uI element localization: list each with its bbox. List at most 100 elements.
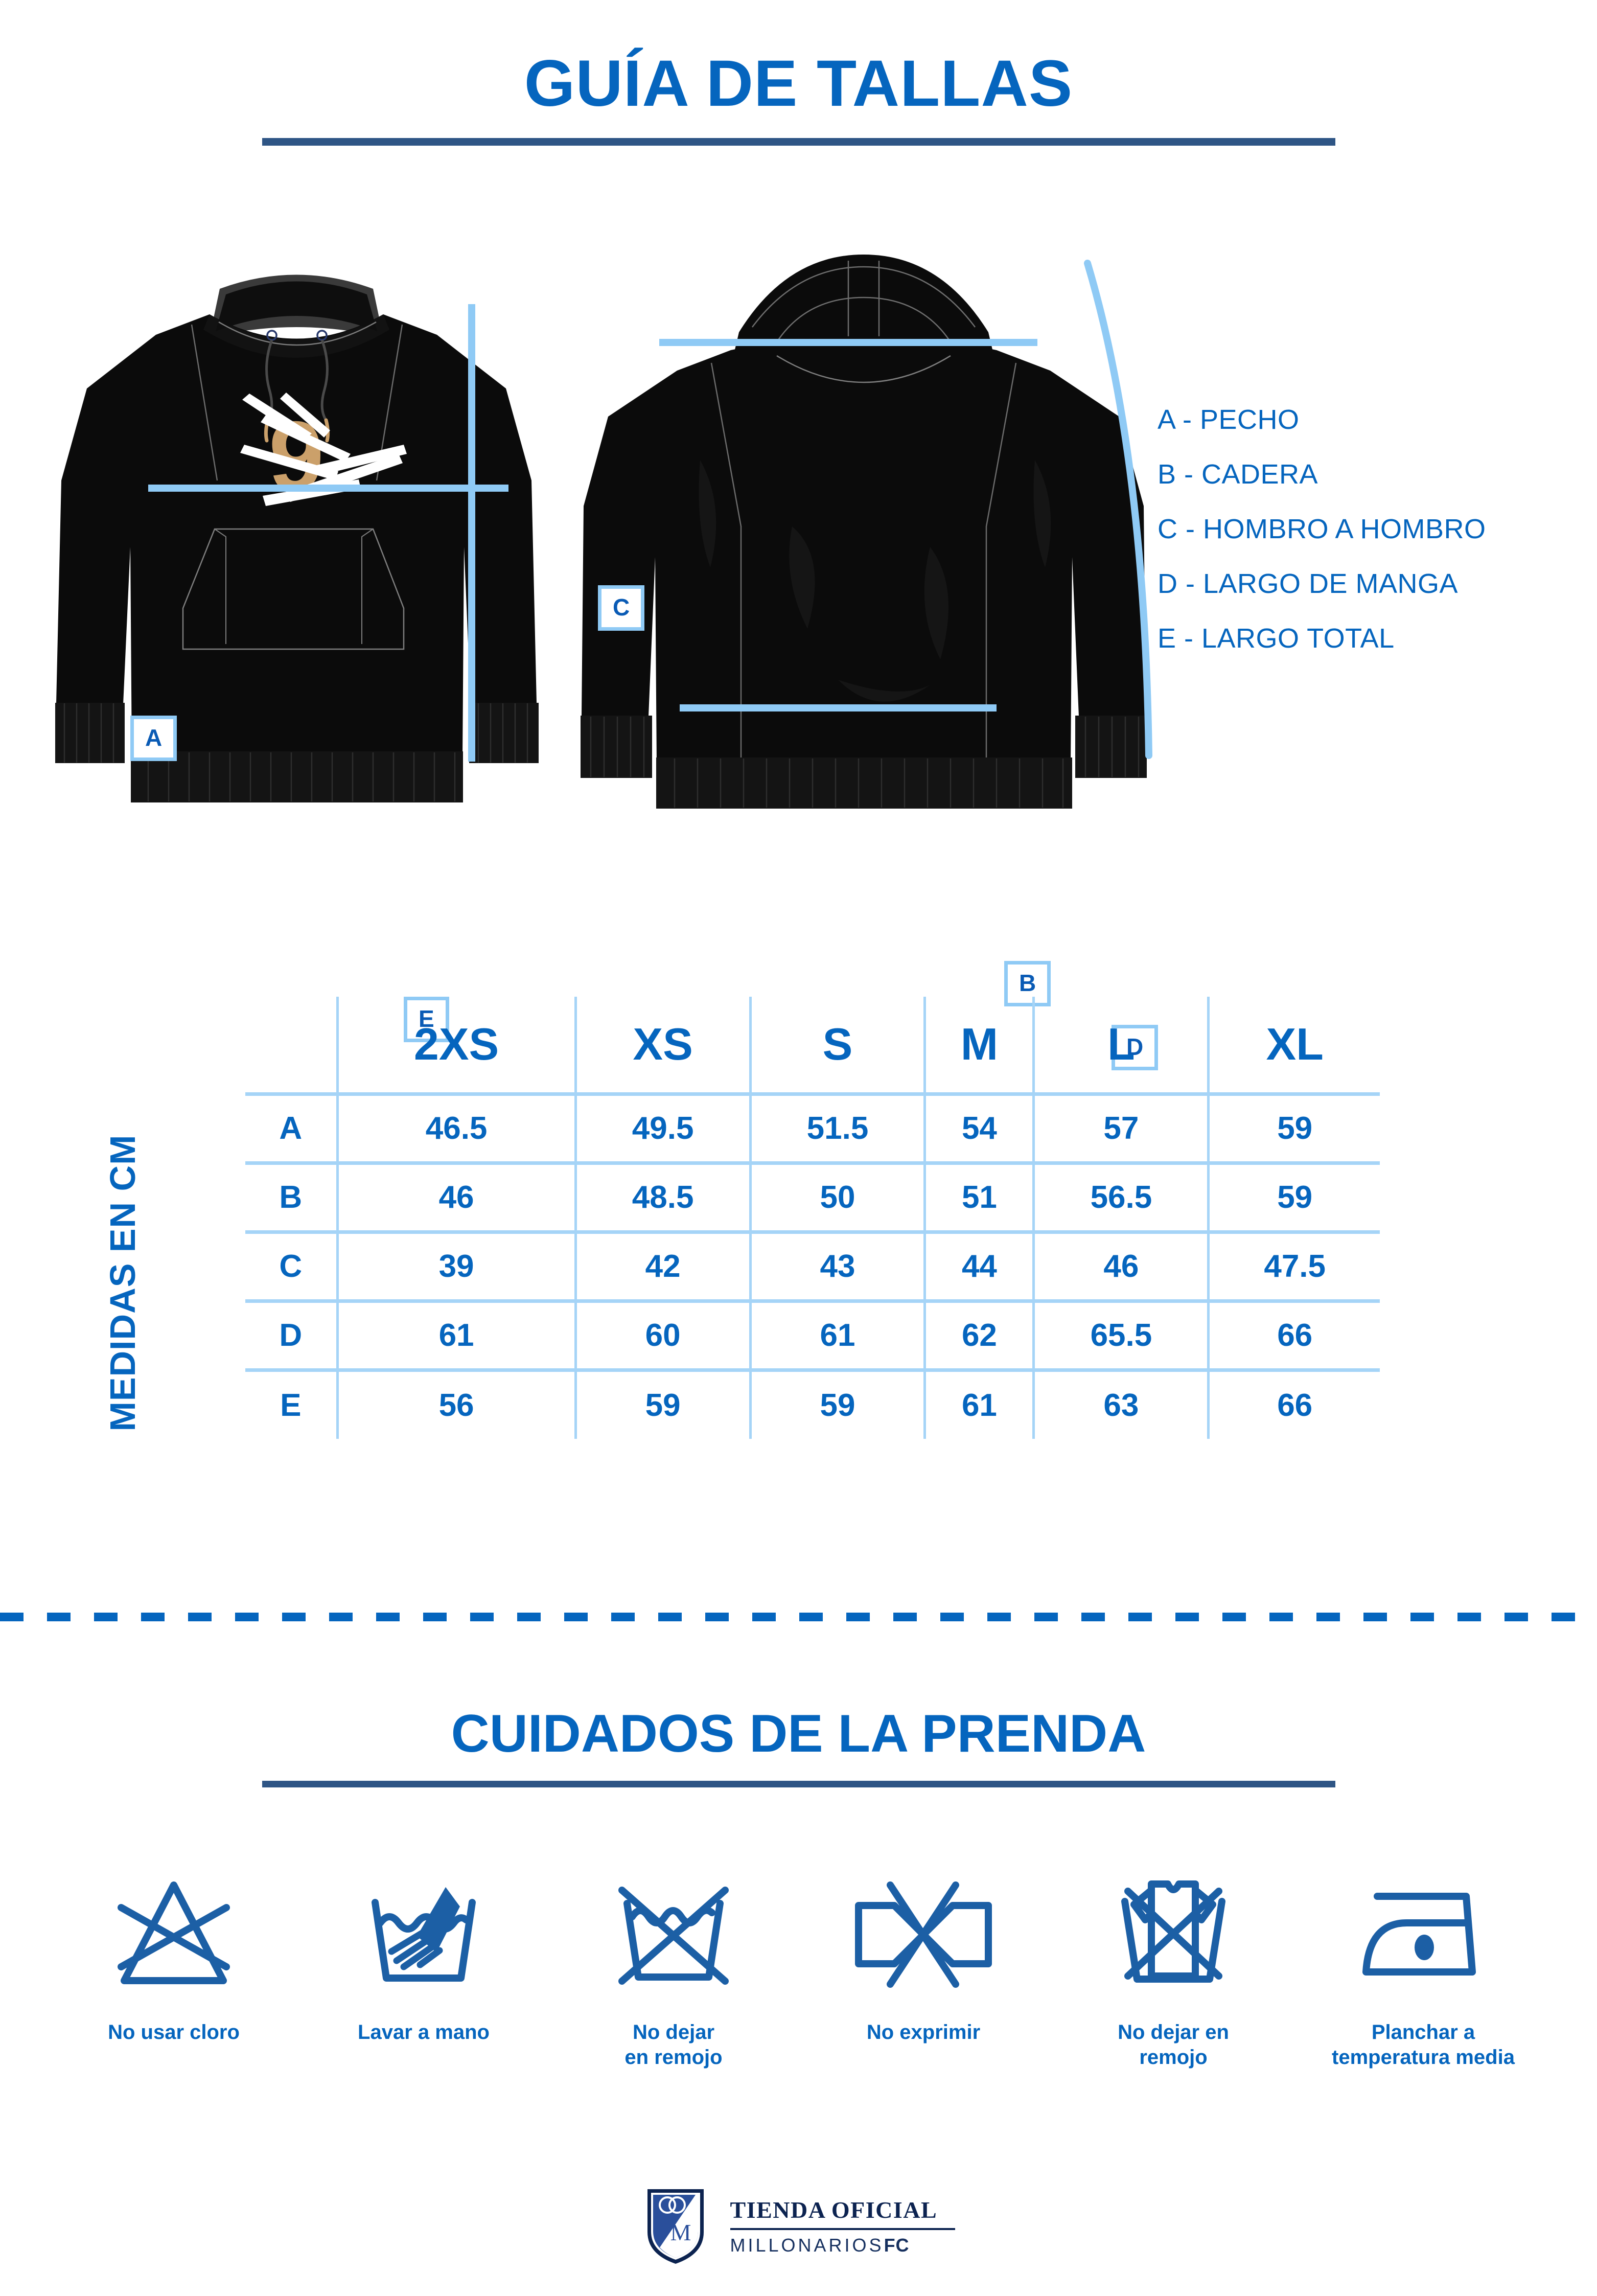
cell-a-m: 54 (923, 1094, 1034, 1165)
cell-d-s: 61 (749, 1301, 925, 1372)
measure-line-d (1084, 260, 1152, 759)
table-row: B 46 48.5 50 51 56.5 59 (245, 1163, 1380, 1234)
cell-c-xl: 47.5 (1207, 1232, 1380, 1303)
footer-divider (730, 2228, 955, 2230)
cell-b-xl: 59 (1207, 1163, 1380, 1234)
care-symbols-row: No usar cloro (56, 1866, 1541, 2070)
care-item-hand-wash: Lavar a mano (306, 1866, 541, 2045)
cell-c-2xs: 39 (336, 1232, 576, 1303)
no-bleach-icon (56, 1866, 291, 2004)
legend-item-b: B - CADERA (1158, 459, 1318, 490)
number-nine-graphic: 9 (240, 393, 407, 512)
column-header-xs: XS (574, 997, 751, 1096)
care-label-no-wring: No exprimir (866, 2021, 981, 2044)
no-soak-shirt-icon (1056, 1866, 1291, 2004)
hoodie-front-illustration: 9 (55, 274, 539, 802)
cell-e-2xs: 56 (336, 1370, 576, 1439)
hoodie-back-illustration (581, 255, 1152, 809)
cell-a-s: 51.5 (749, 1094, 925, 1165)
legend-item-c: C - HOMBRO A HOMBRO (1158, 514, 1486, 544)
cell-a-l: 57 (1032, 1094, 1209, 1165)
care-title-block: CUIDADOS DE LA PRENDA (0, 1707, 1597, 1787)
care-section-title: CUIDADOS DE LA PRENDA (451, 1704, 1146, 1763)
cell-b-m: 51 (923, 1163, 1034, 1234)
hand-wash-icon (306, 1866, 541, 2004)
title-block: GUÍA DE TALLAS (0, 51, 1597, 146)
cell-d-l: 65.5 (1032, 1301, 1209, 1372)
legend-item-a: A - PECHO (1158, 404, 1300, 435)
legend-item-d: D - LARGO DE MANGA (1158, 568, 1459, 599)
care-item-no-soak-shirt: No dejar en remojo (1056, 1866, 1291, 2070)
svg-text:M: M (670, 2219, 691, 2245)
footer-club-suffix: FC (884, 2234, 910, 2256)
size-table: 2XS XS S M L XL A 46.5 49.5 51.5 54 57 5… (245, 997, 1380, 1439)
row-label-e: E (280, 1387, 302, 1423)
footer-club-word: MILLONARIOS (730, 2234, 884, 2256)
cell-b-s: 50 (749, 1163, 925, 1234)
table-row: E 56 59 59 61 63 66 (245, 1370, 1380, 1439)
column-header-s: S (749, 997, 925, 1096)
cell-a-2xs: 46.5 (336, 1094, 576, 1165)
footer-brand: M TIENDA OFICIAL MILLONARIOSFC (0, 2185, 1597, 2267)
marker-c: C (598, 585, 645, 631)
care-item-iron-medium: Planchar a temperatura media (1306, 1866, 1541, 2070)
care-item-no-bleach: No usar cloro (56, 1866, 291, 2045)
cell-d-xl: 66 (1207, 1301, 1380, 1372)
care-label-iron-medium: Planchar a temperatura media (1332, 2021, 1515, 2069)
row-label-b: B (245, 1163, 337, 1234)
footer-text-block: TIENDA OFICIAL MILLONARIOSFC (730, 2196, 955, 2256)
footer-club-name: MILLONARIOSFC (730, 2235, 955, 2256)
care-label-no-soak-shirt: No dejar en remojo (1118, 2021, 1229, 2069)
no-wring-icon (806, 1866, 1041, 2004)
care-title-underline (262, 1781, 1335, 1787)
care-label-no-bleach: No usar cloro (108, 2021, 240, 2044)
title-underline (262, 138, 1335, 146)
cell-e-m: 61 (923, 1370, 1034, 1439)
table-axis-label: MEDIDAS EN CM (103, 1134, 143, 1432)
cell-b-xs: 48.5 (574, 1163, 751, 1234)
marker-a: A (130, 716, 177, 761)
table-row: D 61 60 61 62 65.5 66 (245, 1301, 1380, 1372)
table-header-row: 2XS XS S M L XL (245, 997, 1380, 1096)
row-label-d: D (245, 1301, 337, 1372)
cell-b-2xs: 46 (336, 1163, 576, 1234)
row-label-c: C (245, 1232, 337, 1303)
care-label-no-soak: No dejar en remojo (624, 2021, 723, 2069)
column-header-l: L (1032, 997, 1209, 1096)
no-soak-icon (556, 1866, 791, 2004)
cell-e-xs: 59 (574, 1370, 751, 1439)
cell-c-m: 44 (923, 1232, 1034, 1303)
column-header-xl: XL (1207, 997, 1380, 1096)
cell-d-m: 62 (923, 1301, 1034, 1372)
legend-item-e: E - LARGO TOTAL (1158, 623, 1395, 654)
cell-c-s: 43 (749, 1232, 925, 1303)
table-row: A 46.5 49.5 51.5 54 57 59 (245, 1094, 1380, 1165)
measurement-legend: A - PECHO B - CADERA C - HOMBRO A HOMBRO… (1158, 404, 1486, 677)
iron-medium-icon (1306, 1866, 1541, 2004)
row-label-a: A (245, 1094, 337, 1165)
size-table-head: 2XS XS S M L XL (245, 997, 1380, 1096)
section-divider (0, 1613, 1597, 1621)
cell-a-xl: 59 (1207, 1094, 1380, 1165)
table-corner-cell (245, 997, 337, 1096)
millonarios-crest-icon: M (647, 2189, 704, 2264)
cell-e-xl: 66 (1207, 1370, 1380, 1439)
size-table-body: A 46.5 49.5 51.5 54 57 59 B 46 48.5 50 5… (245, 1094, 1380, 1439)
cell-a-xs: 49.5 (574, 1094, 751, 1165)
care-item-no-soak: No dejar en remojo (556, 1866, 791, 2070)
footer-store-label: TIENDA OFICIAL (730, 2196, 938, 2223)
page-title: GUÍA DE TALLAS (524, 47, 1073, 120)
cell-e-l: 63 (1032, 1370, 1209, 1439)
care-label-hand-wash: Lavar a mano (358, 2021, 490, 2044)
cell-b-l: 56.5 (1032, 1163, 1209, 1234)
cell-d-xs: 60 (574, 1301, 751, 1372)
column-header-2xs: 2XS (336, 997, 576, 1096)
table-row: C 39 42 43 44 46 47.5 (245, 1232, 1380, 1303)
column-header-m: M (923, 997, 1034, 1096)
care-item-no-wring: No exprimir (806, 1866, 1041, 2045)
cell-d-2xs: 61 (336, 1301, 576, 1372)
cell-c-l: 46 (1032, 1232, 1209, 1303)
cell-e-s: 59 (749, 1370, 925, 1439)
cell-c-xs: 42 (574, 1232, 751, 1303)
